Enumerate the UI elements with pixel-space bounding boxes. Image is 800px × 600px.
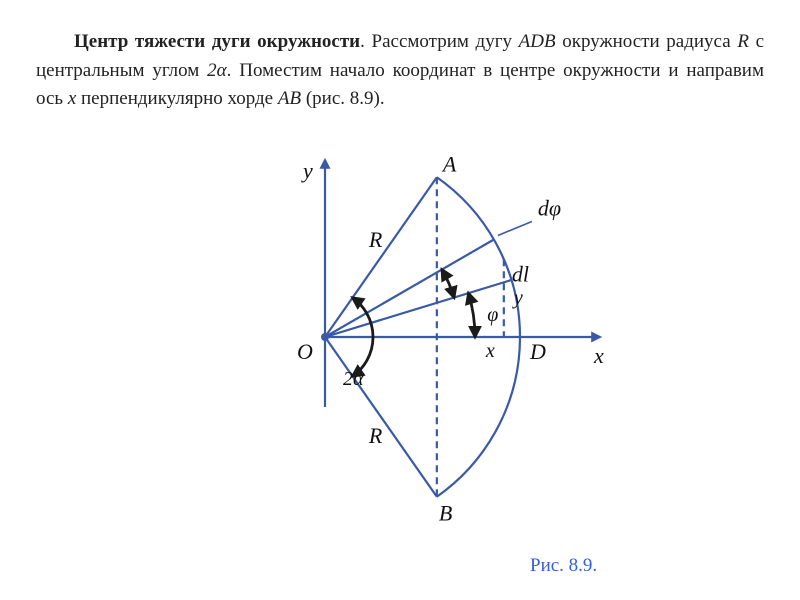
radius-R: R bbox=[737, 31, 749, 52]
svg-text:D: D bbox=[529, 339, 546, 364]
intro-paragraph: Центр тяжести дуги окружности. Рассмотри… bbox=[36, 28, 764, 114]
figure-caption: Рис. 8.9. bbox=[530, 555, 597, 577]
svg-text:x: x bbox=[485, 340, 495, 362]
title-bold: Центр тяжести дуги окружности bbox=[74, 31, 360, 52]
arc-name: ADB bbox=[519, 31, 556, 52]
svg-text:B: B bbox=[439, 500, 452, 525]
svg-text:φ: φ bbox=[487, 303, 498, 325]
arc-diagram: y x O A B D R Rdφ dlφ 2α x y bbox=[180, 122, 620, 552]
p1b: окружности радиуса bbox=[556, 31, 738, 52]
chord-AB: AB bbox=[278, 88, 301, 109]
svg-text:A: A bbox=[441, 151, 457, 176]
svg-text:dl: dl bbox=[512, 261, 529, 286]
axis-x-name: x bbox=[68, 88, 76, 109]
svg-text:x: x bbox=[593, 343, 604, 368]
svg-text:y: y bbox=[512, 287, 523, 309]
angle-2a: 2α bbox=[207, 60, 226, 81]
diagram-container: y x O A B D R Rdφ dlφ 2α x y bbox=[36, 122, 764, 552]
p1f: (рис. 8.9). bbox=[301, 88, 385, 109]
p1e: перпендикулярно хорде bbox=[76, 88, 278, 109]
svg-text:O: O bbox=[297, 339, 313, 364]
svg-text:2α: 2α bbox=[343, 368, 364, 390]
svg-text:y: y bbox=[301, 158, 313, 183]
svg-text:R: R bbox=[368, 227, 383, 252]
svg-text:R: R bbox=[368, 422, 383, 447]
svg-text:dφ: dφ bbox=[538, 195, 561, 220]
p1a: . Рассмотрим дугу bbox=[360, 31, 519, 52]
